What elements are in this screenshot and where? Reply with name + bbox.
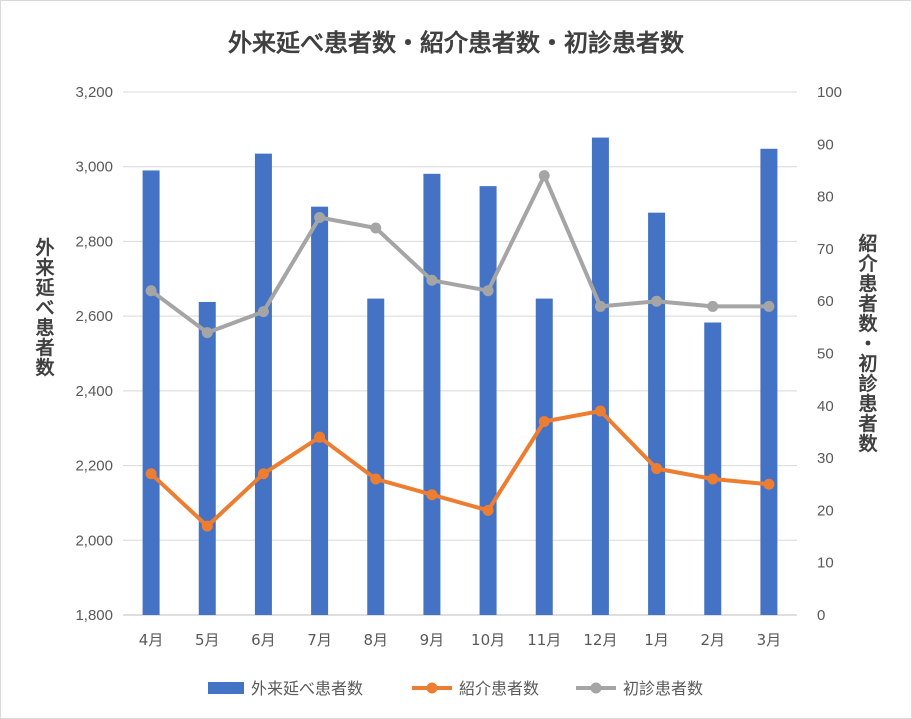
legend: 外来延べ患者数 紹介患者数 初診患者数	[208, 679, 703, 698]
line-point	[651, 295, 663, 307]
line-point	[257, 468, 269, 480]
bar	[479, 186, 497, 615]
right-tick-label: 60	[817, 293, 834, 310]
category-label: 4月	[139, 631, 164, 649]
right-tick-label: 30	[817, 450, 834, 467]
line-point	[257, 306, 269, 318]
line-point	[370, 473, 382, 485]
left-tick-label: 2,400	[75, 383, 113, 400]
category-label: 12月	[583, 631, 617, 649]
category-label: 9月	[420, 631, 445, 649]
line-point	[538, 170, 550, 182]
category-label: 8月	[363, 631, 388, 649]
left-tick-label: 1,800	[75, 607, 113, 624]
bar	[704, 322, 722, 615]
right-tick-label: 10	[817, 555, 834, 572]
line-point	[426, 489, 438, 501]
line-point	[707, 473, 719, 485]
right-tick-label: 100	[817, 84, 842, 101]
line-point	[594, 300, 606, 312]
line-point	[482, 285, 494, 297]
line-point	[145, 468, 157, 480]
right-tick-label: 90	[817, 136, 834, 153]
bar	[591, 137, 609, 615]
legend-label: 外来延べ患者数	[251, 679, 363, 698]
left-tick-label: 2,000	[75, 532, 113, 549]
legend-label: 紹介患者数	[459, 679, 539, 698]
category-label: 1月	[644, 631, 669, 649]
right-tick-label: 50	[817, 346, 834, 363]
category-label: 5月	[195, 631, 220, 649]
bar	[760, 148, 778, 616]
gridlines	[123, 91, 797, 616]
line-point	[707, 300, 719, 312]
left-axis-ticks: 1,800 2,000 2,200 2,400 2,600 2,800 3,000 3,200	[75, 84, 113, 624]
left-axis-title: 外来延べ患者数	[34, 236, 55, 379]
category-label: 11月	[527, 631, 561, 649]
left-tick-label: 3,200	[75, 84, 113, 101]
line-point	[201, 520, 213, 532]
category-label: 2月	[700, 631, 725, 649]
category-axis-labels: 4月 5月 6月 7月 8月 9月 10月 11月 12月 1月 2月 3月	[139, 631, 781, 649]
category-label: 6月	[251, 631, 276, 649]
bar	[254, 153, 272, 615]
right-tick-label: 0	[817, 607, 825, 624]
right-tick-label: 80	[817, 189, 834, 206]
series-line	[149, 173, 769, 335]
series-line	[149, 409, 770, 529]
bar-series	[142, 137, 778, 616]
right-tick-label: 70	[817, 241, 834, 258]
bar	[367, 298, 385, 615]
right-axis-ticks: 0 10 20 30 40 50 60 70 80 90 100	[817, 84, 842, 624]
bar	[423, 173, 441, 616]
bar	[535, 298, 553, 615]
line-point	[370, 222, 382, 234]
right-axis-title: 紹介患者数・初診患者数	[857, 232, 878, 455]
line-point	[426, 274, 438, 286]
line-point	[482, 504, 494, 516]
left-tick-label: 2,600	[75, 308, 113, 325]
line-point	[594, 405, 606, 417]
line-point	[538, 415, 550, 427]
category-label: 3月	[757, 631, 782, 649]
left-tick-label: 2,800	[75, 233, 113, 250]
left-tick-label: 2,200	[75, 458, 113, 475]
line-series	[145, 170, 775, 532]
legend-swatch-bar	[208, 682, 244, 694]
bar	[311, 206, 329, 615]
line-point	[314, 212, 326, 224]
line-point	[651, 463, 663, 475]
legend-swatch-marker	[426, 682, 438, 694]
chart-title: 外来延べ患者数・紹介患者数・初診患者数	[228, 29, 685, 57]
legend-label: 初診患者数	[623, 679, 703, 698]
right-tick-label: 20	[817, 502, 834, 519]
bar	[198, 301, 216, 615]
legend-swatch-marker	[590, 682, 602, 694]
line-point	[201, 327, 213, 339]
left-tick-label: 3,000	[75, 159, 113, 176]
bar	[142, 170, 160, 615]
line-point	[763, 300, 775, 312]
category-label: 7月	[307, 631, 332, 649]
line-point	[145, 285, 157, 297]
category-label: 10月	[471, 631, 505, 649]
bar	[648, 212, 666, 615]
line-point	[314, 431, 326, 443]
right-tick-label: 40	[817, 398, 834, 415]
line-point	[763, 478, 775, 490]
